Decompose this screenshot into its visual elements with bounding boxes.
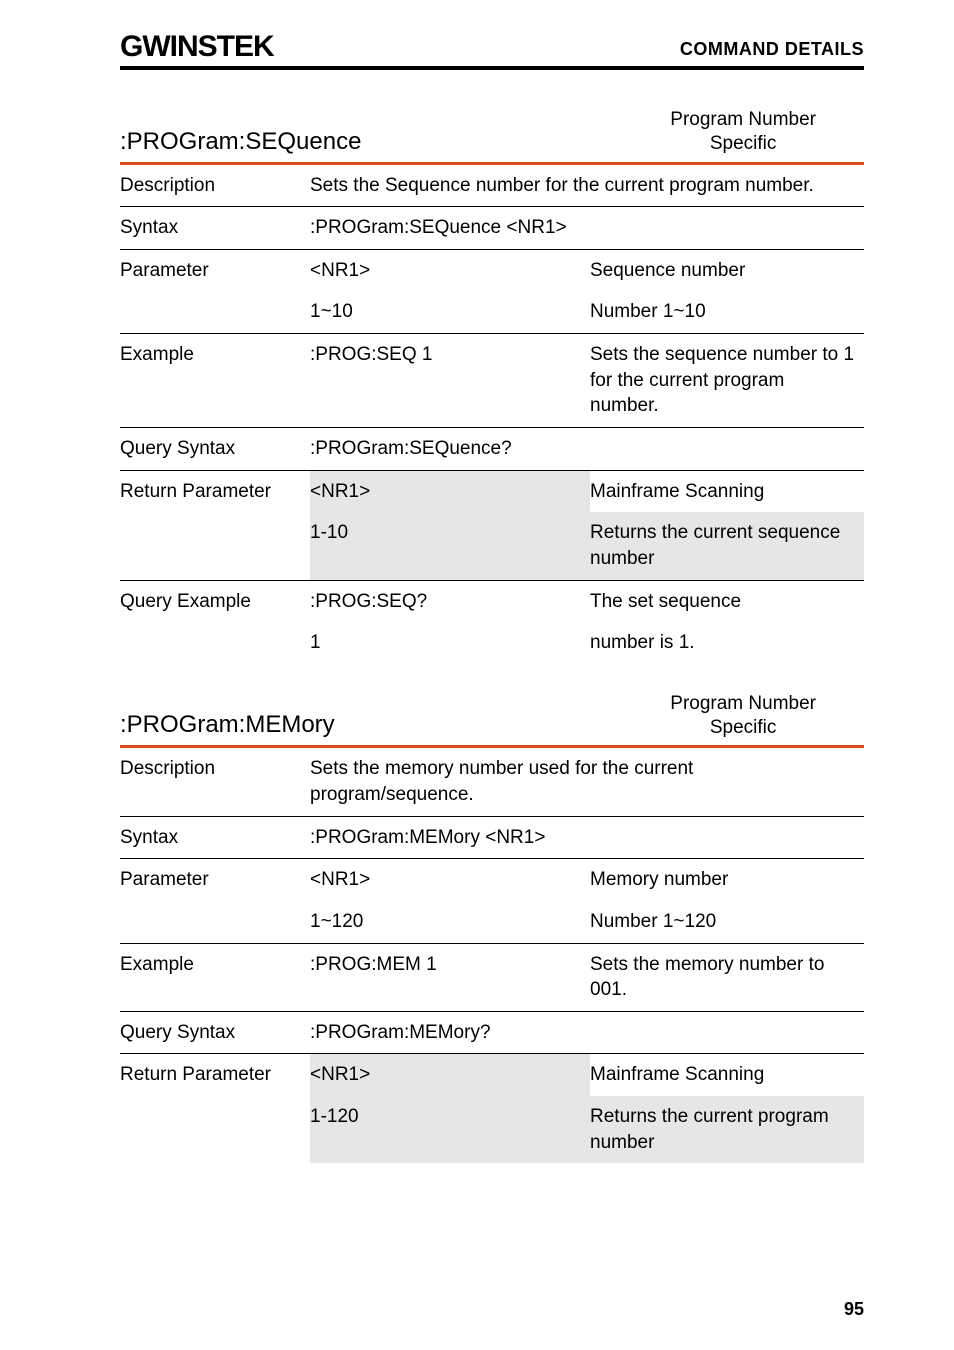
tag-line1: Program Number xyxy=(670,109,816,130)
row-label: Query Example xyxy=(120,580,310,622)
row-label: Example xyxy=(120,334,310,428)
row-right: Mainframe Scanning xyxy=(590,1054,864,1096)
row-label: Return Parameter xyxy=(120,1054,310,1096)
row-mid: <NR1> xyxy=(310,859,590,901)
table-row: Return Parameter <NR1> Mainframe Scannin… xyxy=(120,470,864,512)
table-row: Query Syntax :PROGram:SEQuence? xyxy=(120,427,864,470)
section-tag: Program Number Specific xyxy=(670,108,864,156)
row-label: Parameter xyxy=(120,859,310,901)
row-mid: 1~120 xyxy=(310,901,590,943)
table-row: Return Parameter <NR1> Mainframe Scannin… xyxy=(120,1054,864,1096)
section-title: :PROGram:MEMory xyxy=(120,711,335,739)
row-syntax: :PROGram:SEQuence <NR1> xyxy=(310,207,864,250)
section-tag: Program Number Specific xyxy=(670,692,864,740)
table-row: Syntax :PROGram:SEQuence <NR1> xyxy=(120,207,864,250)
row-label: Example xyxy=(120,943,310,1011)
table-row: 1-120 Returns the current program number xyxy=(120,1096,864,1163)
section-title: :PROGram:SEQuence xyxy=(120,128,361,156)
row-right: Memory number xyxy=(590,859,864,901)
row-syntax: :PROGram:MEMory <NR1> xyxy=(310,816,864,859)
row-right: The set sequence xyxy=(590,580,864,622)
row-right: number is 1. xyxy=(590,622,864,664)
tag-line1: Program Number xyxy=(670,693,816,714)
section-header-sequence: :PROGram:SEQuence Program Number Specifi… xyxy=(120,108,864,165)
table-row: Syntax :PROGram:MEMory <NR1> xyxy=(120,816,864,859)
table-row: Query Example :PROG:SEQ? The set sequenc… xyxy=(120,580,864,622)
row-mid: <NR1> xyxy=(310,1054,590,1096)
row-label xyxy=(120,291,310,333)
row-right: Number 1~10 xyxy=(590,291,864,333)
row-label: Description xyxy=(120,748,310,816)
page-header: GWINSTEK COMMAND DETAILS xyxy=(120,30,864,70)
row-label xyxy=(120,622,310,664)
table-row: Parameter <NR1> Memory number xyxy=(120,859,864,901)
row-mid: 1-120 xyxy=(310,1096,590,1163)
row-label: Query Syntax xyxy=(120,427,310,470)
row-label: Syntax xyxy=(120,207,310,250)
table-row: Example :PROG:MEM 1 Sets the memory numb… xyxy=(120,943,864,1011)
brand-text: GWINSTEK xyxy=(120,30,274,63)
table-row: 1~120 Number 1~120 xyxy=(120,901,864,943)
row-label: Return Parameter xyxy=(120,470,310,512)
row-label: Query Syntax xyxy=(120,1011,310,1054)
row-label xyxy=(120,901,310,943)
command-table-memory: Description Sets the memory number used … xyxy=(120,748,864,1163)
row-label: Parameter xyxy=(120,249,310,291)
row-right: Returns the current sequence number xyxy=(590,512,864,580)
table-row: Query Syntax :PROGram:MEMory? xyxy=(120,1011,864,1054)
table-row: 1~10 Number 1~10 xyxy=(120,291,864,333)
row-right: Number 1~120 xyxy=(590,901,864,943)
row-mid: :PROG:SEQ 1 xyxy=(310,334,590,428)
header-section-label: COMMAND DETAILS xyxy=(680,39,864,64)
table-row: 1-10 Returns the current sequence number xyxy=(120,512,864,580)
tag-line2: Specific xyxy=(710,717,777,738)
table-row: Example :PROG:SEQ 1 Sets the sequence nu… xyxy=(120,334,864,428)
brand-logo: GWINSTEK xyxy=(120,30,274,64)
table-row: Description Sets the memory number used … xyxy=(120,748,864,816)
row-desc: Sets the memory number used for the curr… xyxy=(310,748,864,816)
command-table-sequence: Description Sets the Sequence number for… xyxy=(120,165,864,664)
row-mid: <NR1> xyxy=(310,470,590,512)
row-mid: 1 xyxy=(310,622,590,664)
row-right: Sequence number xyxy=(590,249,864,291)
row-mid: :PROGram:SEQuence? xyxy=(310,427,864,470)
row-label xyxy=(120,512,310,580)
row-mid: :PROGram:MEMory? xyxy=(310,1011,864,1054)
row-mid: 1-10 xyxy=(310,512,590,580)
table-row: 1 number is 1. xyxy=(120,622,864,664)
table-row: Parameter <NR1> Sequence number xyxy=(120,249,864,291)
row-mid: :PROG:MEM 1 xyxy=(310,943,590,1011)
tag-line2: Specific xyxy=(710,133,777,154)
row-label xyxy=(120,1096,310,1163)
row-label: Description xyxy=(120,165,310,207)
row-mid: 1~10 xyxy=(310,291,590,333)
row-right: Sets the sequence number to 1 for the cu… xyxy=(590,334,864,428)
row-desc: Sets the Sequence number for the current… xyxy=(310,165,864,207)
row-mid: <NR1> xyxy=(310,249,590,291)
row-right: Sets the memory number to 001. xyxy=(590,943,864,1011)
row-mid: :PROG:SEQ? xyxy=(310,580,590,622)
row-right: Mainframe Scanning xyxy=(590,470,864,512)
page-number: 95 xyxy=(844,1299,864,1320)
row-right: Returns the current program number xyxy=(590,1096,864,1163)
row-label: Syntax xyxy=(120,816,310,859)
section-header-memory: :PROGram:MEMory Program Number Specific xyxy=(120,692,864,749)
table-row: Description Sets the Sequence number for… xyxy=(120,165,864,207)
